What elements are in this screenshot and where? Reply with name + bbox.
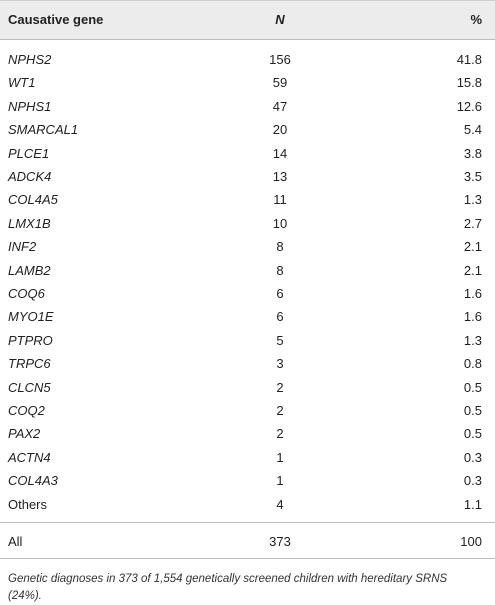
count-cell: 13 xyxy=(272,169,288,184)
count-cell: 2 xyxy=(276,403,284,418)
count-cell: 6 xyxy=(276,309,284,325)
percent-cell: 1.6 xyxy=(463,286,482,301)
gene-cell: COL4A3 xyxy=(8,473,58,489)
percent-cell: 1.3 xyxy=(463,332,482,348)
percent-cell: 1.3 xyxy=(463,192,482,208)
count-cell: 1 xyxy=(276,449,284,465)
gene-cell: LMX1B xyxy=(8,215,51,231)
count-cell: 6 xyxy=(276,286,284,301)
percent-cell: 5.4 xyxy=(463,122,482,138)
count-cell: 3 xyxy=(276,356,284,372)
count-cell: 47 xyxy=(272,98,288,114)
count-cell: 2 xyxy=(276,426,284,442)
header-cell: % xyxy=(470,12,482,27)
gene-cell: COL4A5 xyxy=(8,192,58,208)
percent-cell: 1.1 xyxy=(463,496,482,512)
percent-cell: 0.8 xyxy=(463,356,482,372)
header-row xyxy=(0,0,495,40)
gene-cell: NPHS1 xyxy=(8,98,52,114)
count-cell: 373 xyxy=(269,533,291,549)
count-cell: 8 xyxy=(276,239,284,255)
percent-cell: 15.8 xyxy=(456,75,482,91)
percent-cell: 12.6 xyxy=(456,98,482,114)
percent-cell: 3.5 xyxy=(463,169,482,184)
percent-cell: 2.7 xyxy=(463,215,482,231)
header-cell: N xyxy=(275,12,285,27)
table-caption: Genetic diagnoses in 373 of 1,554 geneti… xyxy=(8,573,448,602)
gene-cell: CLCN5 xyxy=(8,379,51,395)
gene-cell: INF2 xyxy=(8,239,37,255)
percent-cell: 100 xyxy=(460,533,482,549)
gene-cell: PLCE1 xyxy=(8,145,50,161)
row-divider xyxy=(0,521,495,523)
percent-cell: 2.1 xyxy=(463,239,482,255)
percent-cell: 41.8 xyxy=(456,52,482,67)
count-cell: 10 xyxy=(272,215,288,231)
gene-cell: Others xyxy=(8,496,48,512)
count-cell: 4 xyxy=(276,496,284,512)
gene-cell: PAX2 xyxy=(8,426,41,442)
gene-cell: LAMB2 xyxy=(8,262,51,278)
percent-cell: 0.3 xyxy=(463,449,482,465)
percent-cell: 0.5 xyxy=(463,379,482,395)
gene-cell: COQ6 xyxy=(8,286,45,301)
count-cell: 1 xyxy=(276,473,284,489)
gene-cell: ADCK4 xyxy=(8,169,52,184)
row-divider xyxy=(0,557,495,559)
percent-cell: 0.5 xyxy=(463,403,482,418)
gene-cell: NPHS2 xyxy=(8,52,52,67)
count-cell: 20 xyxy=(272,122,288,138)
gene-cell: MYO1E xyxy=(8,309,54,325)
count-cell: 11 xyxy=(273,192,287,208)
count-cell: 8 xyxy=(276,262,284,278)
gene-cell: PTPRO xyxy=(8,332,53,348)
count-cell: 2 xyxy=(276,379,284,395)
header-cell: Causative gene xyxy=(8,12,104,27)
gene-cell: SMARCAL1 xyxy=(8,122,79,138)
percent-cell: 3.8 xyxy=(463,145,482,161)
gene-cell: COQ2 xyxy=(8,403,45,418)
percent-cell: 0.5 xyxy=(463,426,482,442)
gene-cell: All xyxy=(8,533,23,549)
percent-cell: 2.1 xyxy=(463,262,482,278)
gene-cell: TRPC6 xyxy=(8,356,51,372)
count-cell: 156 xyxy=(269,52,291,67)
count-cell: 14 xyxy=(272,145,288,161)
gene-cell: ACTN4 xyxy=(8,449,51,465)
count-cell: 5 xyxy=(276,332,284,348)
gene-cell: WT1 xyxy=(8,75,36,91)
percent-cell: 0.3 xyxy=(463,473,482,489)
count-cell: 59 xyxy=(272,75,288,91)
percent-cell: 1.6 xyxy=(463,309,482,325)
